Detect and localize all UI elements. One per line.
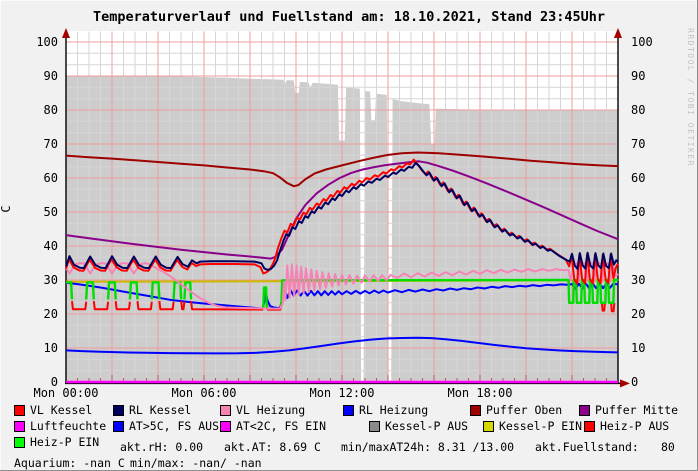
y-tick-label-right: 20: [631, 307, 645, 321]
x-tick-label: Mon 00:00: [33, 386, 98, 400]
y-tick-label-right: 100: [631, 35, 653, 49]
series-heiz_p_aus: [610, 303, 616, 313]
y-tick-label-left: 20: [44, 307, 58, 321]
series-vl_heizung: [65, 262, 619, 310]
x-tick-label: Mon 06:00: [171, 386, 236, 400]
series-rl_kessel: [65, 162, 619, 271]
series-puffer_mitte: [65, 160, 619, 260]
series-heiz_p_ein: [66, 281, 74, 300]
series-heiz_p_aus: [600, 303, 606, 312]
y-tick-label-left: 10: [44, 341, 58, 355]
graph-title: Temperaturverlauf und Fuellstand am: 18.…: [92, 9, 606, 25]
series-heiz_p_aus: [92, 300, 110, 311]
series-heiz_p_aus: [158, 300, 175, 311]
y-tick-label-right: 90: [631, 69, 645, 83]
y-tick-label-left: 80: [44, 103, 58, 117]
arrow-right-xaxis: [620, 379, 630, 388]
y-tick-label-right: 30: [631, 273, 645, 287]
y-tick-label-right: 50: [631, 205, 645, 219]
y-tick-label-right: 0: [631, 375, 638, 389]
y-tick-label-left: 70: [44, 137, 58, 151]
y-tick-label-left: 60: [44, 171, 58, 185]
y-tick-label-right: 40: [631, 239, 645, 253]
series-heiz_p_aus: [114, 300, 131, 311]
series-heiz_p_ein: [262, 286, 268, 308]
y-tick-label-right: 60: [631, 171, 645, 185]
y-tick-label-left: 40: [44, 239, 58, 253]
series-heiz_p_ein: [85, 281, 95, 300]
arrow-up-right: [614, 28, 622, 38]
series-heiz_p_ein: [106, 281, 117, 300]
x-tick-label: Mon 12:00: [309, 386, 374, 400]
series-rl_heizung: [65, 281, 619, 310]
y-tick-label-left: 90: [44, 69, 58, 83]
y-tick-label-left: 50: [44, 205, 58, 219]
arrow-up-left: [62, 28, 70, 38]
y-tick-label-left: 0: [51, 375, 58, 389]
y-tick-label-left: 100: [36, 35, 58, 49]
series-puffer_oben: [65, 151, 619, 188]
series-heiz_p_ein: [128, 281, 139, 300]
rrdtool-watermark: RRDTOOL / TOBI OETIKER: [686, 28, 695, 167]
series-heiz_p_aus: [71, 300, 88, 311]
series-heiz_p_aus: [136, 300, 153, 311]
y-tick-label-right: 10: [631, 341, 645, 355]
series-heiz_p_ein: [150, 281, 161, 300]
y-tick-label-right: 70: [631, 137, 645, 151]
y-tick-label-right: 80: [631, 103, 645, 117]
x-tick-label: Mon 18:00: [447, 386, 512, 400]
series-aussentemperatur: [65, 336, 619, 355]
series-heiz_p_aus: [180, 300, 186, 311]
y-tick-label-left: 30: [44, 273, 58, 287]
